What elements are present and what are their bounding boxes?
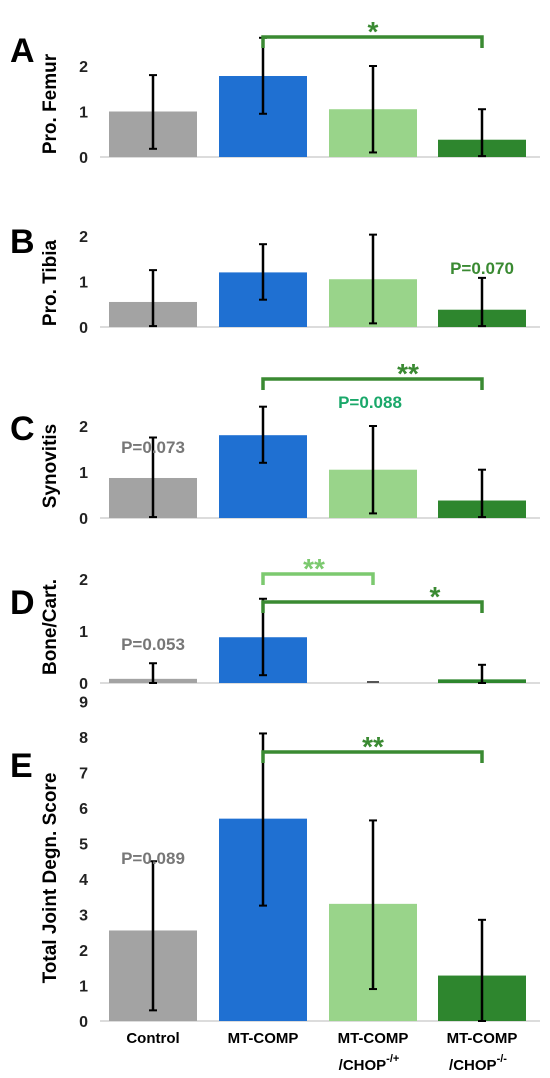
y-tick-label: 0 [79,320,88,337]
category-label: MT-COMP [338,1030,409,1047]
y-tick-label: 0 [79,676,88,693]
y-axis-label: Synovitis [40,424,61,508]
bar-mt-comp-chop- [367,681,379,683]
significance-bracket [261,377,484,390]
p-value-label: P=0.053 [121,635,185,654]
y-tick-label: 1 [79,105,88,122]
significance-bracket [261,572,375,585]
y-tick-label: 1 [79,979,88,996]
y-tick-label: 5 [79,837,88,854]
y-tick-label: 2 [79,59,88,76]
panel-b: B Pro. Tibia 0 1 2 P=0.070 [10,223,540,337]
panel-e: E Total Joint Degn. Score 0 1 2 3 4 5 6 7 8 9 ** P=0.… [10,695,540,1031]
y-axis-label: Total Joint Degn. Score [40,773,61,984]
y-tick-label: 2 [79,419,88,436]
category-label-chop: /CHOP [449,1057,497,1074]
y-tick-label: 1 [79,275,88,292]
category-label-genotype: -/+ [386,1053,399,1065]
significance-bracket [261,35,484,48]
y-tick-label: 0 [79,511,88,528]
p-value-label: P=0.088 [338,393,402,412]
significance-stars: ** [362,731,384,762]
significance-stars: * [430,581,441,612]
panel-c: C Synovitis 0 1 2 ** P=0.073 P=0.088 [10,358,540,528]
y-tick-label: 2 [79,572,88,589]
y-tick-label: 3 [79,908,88,925]
y-tick-label: 2 [79,229,88,246]
panel-letter: C [10,410,35,448]
panel-d: D Bone/Cart.012 ***P=0.053 [10,553,540,693]
y-tick-label: 8 [79,730,88,747]
panel-letter: B [10,223,35,261]
panel-letter: E [10,747,33,785]
y-axis-label: Pro. Femur [40,53,61,154]
category-label-chop: /CHOP [339,1057,387,1074]
y-axis-label: Pro. Tibia [40,239,61,326]
x-axis-category-labels: Control MT-COMP MT-COMP/CHOP-/+MT-COMP/CHO… [126,1030,517,1074]
category-label-line2: /CHOP-/+ [339,1053,400,1074]
significance-stars: ** [303,553,325,584]
category-label: Control [126,1030,179,1047]
p-value-label: P=0.089 [121,849,185,868]
significance-stars: ** [397,358,419,389]
y-tick-label: 1 [79,465,88,482]
significance-bracket [261,600,484,613]
category-label-genotype: -/- [497,1053,508,1065]
y-tick-label: 0 [79,150,88,167]
y-tick-label: 4 [79,872,88,889]
y-tick-label: 6 [79,801,88,818]
panel-letter: D [10,584,35,622]
p-value-label: P=0.073 [121,438,185,457]
p-value-label: P=0.070 [450,259,514,278]
panel-letter: A [10,32,35,70]
category-label: MT-COMP [447,1030,518,1047]
significance-stars: * [368,16,379,47]
y-tick-label: 1 [79,624,88,641]
y-tick-label: 2 [79,943,88,960]
category-label-line2: /CHOP-/- [449,1053,507,1074]
y-tick-label: 9 [79,695,88,712]
significance-bracket [261,750,484,763]
y-axis-label: Bone/Cart. [40,579,61,675]
category-label: MT-COMP [228,1030,299,1047]
y-tick-label: 0 [79,1014,88,1031]
y-tick-label: 7 [79,766,88,783]
